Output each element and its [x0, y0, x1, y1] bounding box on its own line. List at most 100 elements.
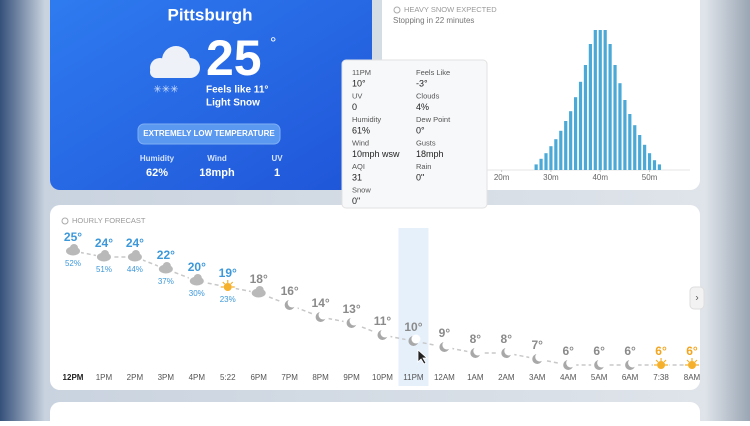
- precip-bar: [559, 130, 563, 170]
- moon-part: [473, 346, 483, 356]
- mouse-cursor: [417, 349, 429, 365]
- tooltip-label: Humidity: [352, 115, 381, 124]
- moon-part: [318, 310, 328, 320]
- precip-bar: [539, 158, 543, 170]
- weather-icon: [284, 298, 297, 310]
- cloud-part: [100, 250, 109, 258]
- stats: Humidity 62% Wind 18mph UV 1: [140, 154, 283, 179]
- time-label: 12AM: [434, 373, 455, 382]
- time-label: 2AM: [498, 373, 515, 382]
- svg-text:✳✳✳: ✳✳✳: [153, 85, 178, 96]
- precip-bar: [593, 30, 597, 170]
- stat-value: 1: [274, 167, 280, 179]
- temp-label: 19°: [219, 266, 237, 280]
- precip-chance: 51%: [96, 265, 112, 274]
- temp-label: 11°: [374, 314, 392, 328]
- tooltip-value: 61%: [352, 125, 370, 135]
- precip-bar: [534, 164, 538, 170]
- tooltip-value: 0: [352, 102, 357, 112]
- weather-icon: [408, 334, 421, 346]
- temp-label: 9°: [439, 326, 451, 340]
- sun-part: [688, 361, 696, 369]
- temp-label: 14°: [312, 296, 330, 310]
- moon-part: [442, 340, 452, 350]
- moon-part: [411, 334, 421, 344]
- precip-icon: [393, 6, 401, 14]
- weather-icon: [532, 352, 545, 364]
- precip-chance: 30%: [189, 289, 205, 298]
- time-label: 8AM: [684, 373, 701, 382]
- weather-icon: [501, 346, 514, 358]
- stat-label: UV: [271, 154, 283, 163]
- weather-icon: [251, 286, 266, 298]
- time-label: 3AM: [529, 373, 546, 382]
- moon-part: [597, 358, 607, 368]
- precip-subtitle: Stopping in 22 minutes: [393, 16, 474, 25]
- current-card: [50, 0, 372, 190]
- weather-icon: [470, 346, 483, 358]
- precip-bar: [633, 125, 637, 170]
- temp-label: 8°: [470, 332, 482, 346]
- precip-bar: [598, 30, 602, 170]
- precip-bar: [554, 139, 558, 170]
- temp-label: 6°: [686, 344, 698, 358]
- temp-label: 6°: [562, 344, 574, 358]
- weather-icon: [685, 358, 699, 369]
- hourly-card: [50, 205, 700, 390]
- daily-card: [50, 402, 700, 426]
- sun-part: [223, 283, 232, 291]
- cloud-part: [70, 244, 78, 252]
- temp-label: 18°: [250, 272, 268, 286]
- precip-bar: [564, 121, 568, 170]
- tooltip-value: 10°: [352, 78, 366, 88]
- precip-bar: [657, 164, 662, 170]
- moon-part: [566, 358, 576, 368]
- stat-label: Humidity: [140, 154, 175, 163]
- time-label: 10PM: [372, 373, 393, 382]
- precip-chance: 44%: [127, 265, 143, 274]
- precip-bar: [573, 97, 578, 170]
- sun-part: [657, 361, 666, 369]
- weather-icon: [654, 358, 669, 369]
- weather-icon: [127, 250, 142, 262]
- next-button[interactable]: [689, 286, 705, 310]
- weather-icon: [66, 244, 80, 256]
- stat-value: 62%: [146, 167, 168, 179]
- temp-label: 8°: [501, 332, 513, 346]
- weather-icon: [315, 310, 328, 322]
- moon-part: [349, 316, 359, 326]
- moon-part: [380, 328, 390, 338]
- condition: Light Snow: [206, 98, 260, 109]
- precip-bar: [544, 153, 548, 170]
- stat-value: 18mph: [199, 167, 235, 179]
- precip-chart: 20m 30m 40m 50m: [494, 30, 662, 182]
- snow-cloud-icon: ✳✳✳: [150, 46, 200, 96]
- temp-label: 24°: [126, 236, 144, 250]
- cloud-part: [255, 286, 264, 294]
- time-label: 6PM: [250, 373, 267, 382]
- cloud-part: [162, 262, 171, 270]
- precip-bar: [638, 135, 642, 170]
- tooltip-label: UV: [352, 91, 362, 100]
- precip-bar: [569, 111, 573, 170]
- cloud-part: [131, 250, 140, 258]
- time-label: 7:38: [653, 373, 669, 382]
- weather-icon: [158, 262, 173, 274]
- precip-bar: [588, 44, 592, 170]
- time-label: 4PM: [189, 373, 206, 382]
- time-label: 3PM: [158, 373, 175, 382]
- sun-rays: [220, 280, 235, 288]
- precip-title: HEAVY SNOW EXPECTED: [404, 5, 497, 14]
- alert-pill[interactable]: [137, 123, 281, 145]
- precip-bar: [549, 146, 553, 170]
- time-label: 11PM: [403, 373, 424, 382]
- tooltip-label: Feels Like: [416, 68, 450, 77]
- precip-bar: [647, 153, 652, 170]
- precip-bar: [578, 81, 583, 170]
- weather-icon: [594, 358, 607, 370]
- precip-bar: [628, 114, 632, 170]
- weather-icon: [377, 328, 390, 340]
